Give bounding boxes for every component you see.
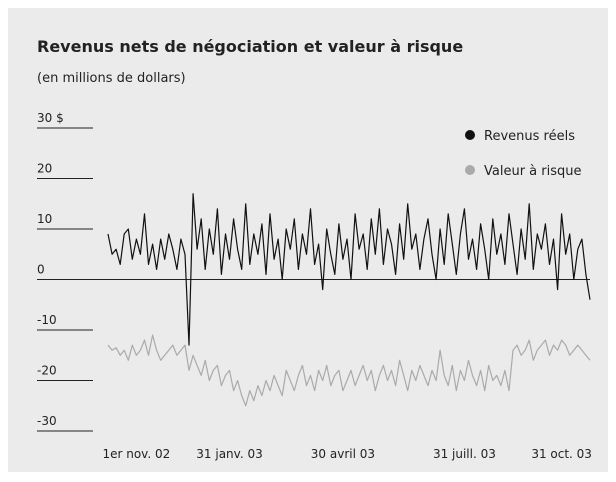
- legend-marker: [465, 165, 475, 175]
- x-tick-label: 31 juill. 03: [433, 447, 496, 461]
- series-line: [107, 193, 591, 346]
- y-tick-label: 30 $: [37, 111, 64, 125]
- x-tick-label: 1er nov. 02: [102, 447, 170, 461]
- x-tick-label: 30 avril 03: [311, 447, 375, 461]
- y-tick-label: -30: [37, 414, 57, 428]
- y-tick-label: -10: [37, 313, 57, 327]
- x-tick-label: 31 oct. 03: [531, 447, 592, 461]
- chart-title: Revenus nets de négociation et valeur à …: [37, 37, 463, 56]
- legend-label: Valeur à risque: [484, 164, 582, 179]
- x-tick-label: 31 janv. 03: [196, 447, 262, 461]
- y-tick-label: 0: [37, 263, 45, 277]
- series-line: [107, 334, 591, 407]
- legend-marker: [465, 130, 475, 140]
- y-tick-label: 20: [37, 162, 52, 176]
- chart-subtitle: (en millions de dollars): [37, 71, 186, 86]
- legend-label: Revenus réels: [484, 129, 575, 144]
- y-tick-label: 10: [37, 212, 52, 226]
- y-tick-label: -20: [37, 364, 57, 378]
